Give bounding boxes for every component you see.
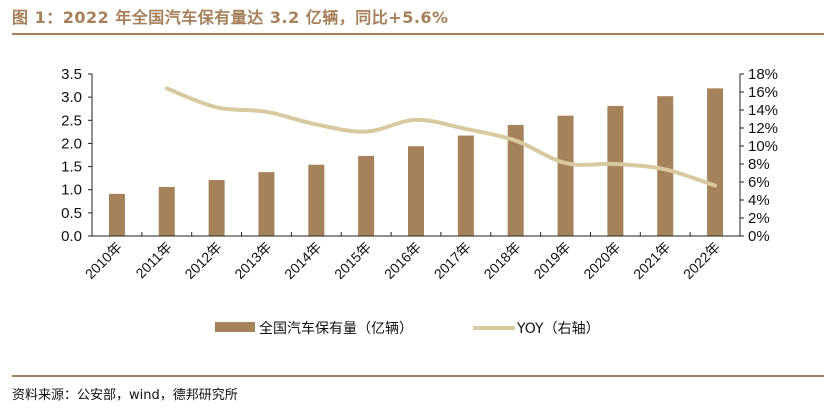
x-tick-label: 2015年 [331,239,374,282]
right-tick-label: 0% [748,228,770,245]
x-tick-label: 2010年 [82,239,125,282]
bar-2012年 [208,179,225,236]
left-tick-label: 3.0 [61,89,82,106]
chart-title: 图 1：2022 年全国汽车保有量达 3.2 亿辆，同比+5.6% [12,8,449,27]
right-tick-label: 14% [748,102,778,119]
legend-bar-swatch [215,322,255,332]
bar-2021年 [657,96,674,237]
x-tick-label: 2020年 [580,239,623,282]
x-tick-label: 2011年 [132,239,175,282]
x-tick-label: 2018年 [481,239,524,282]
left-tick-label: 3.5 [61,66,82,83]
right-tick-label: 2% [748,210,770,227]
bar-2010年 [108,193,125,236]
bar-2019年 [557,115,574,236]
bar-2020年 [607,105,624,237]
legend-bar-label: 全国汽车保有量（亿辆） [259,320,413,337]
bar-2015年 [358,155,375,236]
x-tick-label: 2014年 [281,239,324,282]
bar-2016年 [408,146,424,236]
left-tick-label: 1.5 [61,159,82,176]
right-tick-label: 4% [748,192,770,209]
bar-2018年 [507,124,524,236]
x-tick-label: 2013年 [231,239,274,282]
x-tick-label: 2017年 [431,239,474,282]
source-note: 资料来源：公安部，wind，德邦研究所 [12,388,238,403]
title-divider [12,33,824,35]
bar-2014年 [308,164,325,236]
right-tick-label: 6% [748,174,770,191]
bar-2013年 [258,172,275,236]
right-tick-label: 10% [748,138,778,155]
left-tick-label: 0.5 [61,205,82,222]
right-tick-label: 16% [748,84,778,101]
x-tick-label: 2012年 [181,239,224,282]
x-tick-label: 2022年 [680,239,723,282]
x-tick-label: 2019年 [530,239,573,282]
x-tick-label: 2016年 [381,239,424,282]
right-tick-label: 12% [748,120,778,137]
source-divider [12,375,824,377]
left-tick-label: 0.0 [61,228,82,245]
legend-line-label: YOY（右轴） [516,321,600,337]
bar-2011年 [158,186,175,236]
left-tick-label: 1.0 [61,182,82,199]
bar-2017年 [457,135,474,236]
right-tick-label: 18% [748,66,778,83]
bar-2022年 [707,88,724,236]
left-tick-label: 2.0 [61,135,82,152]
right-tick-label: 8% [748,156,770,173]
x-tick-label: 2021年 [630,239,673,282]
yoy-line [164,86,718,188]
left-tick-label: 2.5 [61,112,82,129]
